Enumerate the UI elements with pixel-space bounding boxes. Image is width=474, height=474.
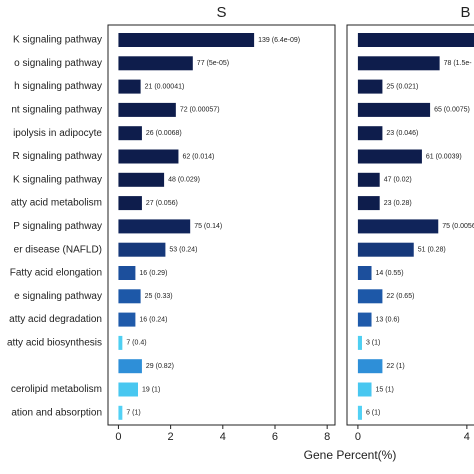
bar <box>118 149 179 164</box>
bar-label: 25 (0.33) <box>145 293 173 300</box>
bar-label: 47 (0.02) <box>384 177 412 184</box>
panel-title: S <box>216 4 226 21</box>
bar <box>118 196 142 211</box>
x-tick-label: 2 <box>168 431 174 443</box>
bar-label: 48 (0.029) <box>168 177 200 184</box>
bar <box>357 56 440 71</box>
y-tick-label: nt signaling pathway <box>11 105 102 116</box>
bar <box>118 266 136 280</box>
y-tick-label: atty acid metabolism <box>11 198 102 209</box>
y-tick-label: ipolysis in adipocyte <box>13 128 102 139</box>
bar-label: 6 (1) <box>366 410 380 417</box>
bar-label: 14 (0.55) <box>376 270 404 277</box>
y-tick-label: K signaling pathway <box>13 35 102 46</box>
y-tick-label: atty acid degradation <box>9 314 102 325</box>
bar-label: 78 (1.5e- <box>444 60 473 67</box>
y-tick-label: Fatty acid elongation <box>10 268 102 279</box>
y-tick-label: e signaling pathway <box>14 291 102 302</box>
y-tick-label: P signaling pathway <box>13 221 102 232</box>
bar <box>118 56 193 71</box>
bar-label: 15 (1) <box>376 386 394 393</box>
plot-area: S 0 2 4 6 8 139 (6.4e-09) K signaling pathway 77… <box>7 4 474 443</box>
bar-label: 21 (0.00041) <box>145 83 185 90</box>
bar <box>357 382 372 397</box>
bar-label: 139 (6.4e-09) <box>258 37 300 44</box>
bar-label: 65 (0.0075) <box>434 107 470 114</box>
bar <box>118 405 123 420</box>
bar <box>357 242 414 257</box>
bar <box>357 359 383 374</box>
bar-label: 3 (1) <box>366 340 380 347</box>
bar <box>357 405 362 420</box>
bar-label: 61 (0.0039) <box>426 153 462 160</box>
bar-label: 13 (0.6) <box>376 316 400 323</box>
panel-title: B <box>460 4 470 21</box>
bar-label: 22 (0.65) <box>386 293 414 300</box>
x-axis-label: Gene Percent(%) <box>304 448 397 462</box>
bar-label: 29 (0.82) <box>146 363 174 370</box>
bar-label: 23 (0.28) <box>384 200 412 207</box>
bar <box>118 172 165 187</box>
bar-label: 75 (0.14) <box>194 223 222 230</box>
bar <box>357 149 422 164</box>
bar-label: 25 (0.021) <box>386 83 418 90</box>
bar <box>118 382 139 397</box>
bar <box>357 219 439 234</box>
bar <box>357 102 431 117</box>
y-tick-label: er disease (NAFLD) <box>14 244 102 255</box>
bar-label: 72 (0.00057) <box>180 107 220 114</box>
x-tick-label: 6 <box>272 431 278 443</box>
bar <box>357 126 383 141</box>
bar-label: 23 (0.046) <box>386 130 418 137</box>
bar <box>118 289 141 304</box>
x-tick-label: 8 <box>324 431 330 443</box>
bar <box>357 33 474 47</box>
y-tick-label: h signaling pathway <box>14 81 102 92</box>
bar-label: 53 (0.24) <box>169 247 197 254</box>
bar <box>118 79 141 94</box>
y-tick-label: atty acid biosynthesis <box>7 338 102 349</box>
bar <box>118 126 142 141</box>
bar <box>357 289 383 304</box>
bar <box>357 172 380 187</box>
y-tick-label: ation and absorption <box>11 407 102 418</box>
bar-label: 16 (0.24) <box>139 316 167 323</box>
bar <box>357 196 380 211</box>
x-tick-label: 4 <box>464 431 470 443</box>
y-tick-label: cerolipid metabolism <box>11 384 102 395</box>
bar <box>118 242 166 257</box>
panel-frame <box>346 24 474 426</box>
bar-label: 7 (0.4) <box>126 340 146 347</box>
x-tick-label: 0 <box>115 431 121 443</box>
bar <box>357 312 372 327</box>
x-tick-label: 0 <box>355 431 361 443</box>
bar-label: 19 (1) <box>142 386 160 393</box>
bar-label: 62 (0.014) <box>182 153 214 160</box>
bar-label: 7 (1) <box>126 410 140 417</box>
bar <box>118 312 136 327</box>
bar-label: 75 (0.0056 <box>442 223 474 230</box>
bar <box>357 266 372 280</box>
bar <box>118 219 191 234</box>
bar-label: 22 (1) <box>386 363 404 370</box>
bar-label: 77 (5e-05) <box>197 60 229 67</box>
bar <box>118 33 255 47</box>
bar-label: 27 (0.056) <box>146 200 178 207</box>
bar-label: 26 (0.0068) <box>146 130 182 137</box>
bar <box>118 359 142 374</box>
y-tick-label: o signaling pathway <box>14 58 102 69</box>
bar <box>357 335 362 350</box>
panel-frame <box>107 24 336 426</box>
bar <box>118 102 176 117</box>
bar <box>118 335 123 350</box>
bar <box>357 79 383 94</box>
bar-label: 51 (0.28) <box>418 247 446 254</box>
x-tick-label: 4 <box>220 431 226 443</box>
bar-label: 16 (0.29) <box>139 270 167 277</box>
y-tick-label: K signaling pathway <box>13 174 102 185</box>
y-tick-label: R signaling pathway <box>13 151 103 162</box>
